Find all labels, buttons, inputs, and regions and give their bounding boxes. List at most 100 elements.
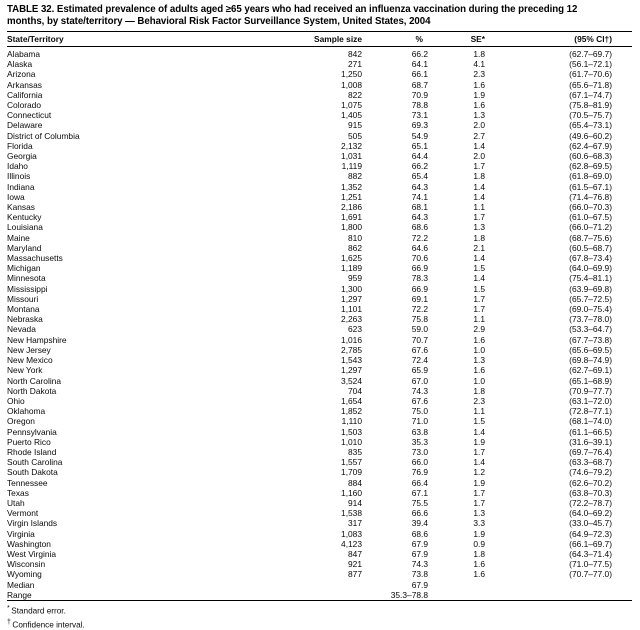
cell-se: 1.9 [473, 477, 485, 488]
cell-percent: 64.1 [411, 59, 428, 70]
cell-se: 1.4 [473, 253, 485, 264]
cell-se: 2.3 [473, 395, 485, 406]
cell-state-territory: Range [7, 589, 32, 600]
cell-state-territory: Arizona [7, 69, 36, 80]
cell-se: 1.7 [473, 293, 485, 304]
table-row: Vermont 1,538 66.6 1.3 (64.0–69.2) [7, 508, 632, 518]
table-row: Ohio 1,654 67.6 2.3 (63.1–72.0) [7, 396, 632, 406]
cell-sample-size [300, 590, 362, 601]
cell-se: 1.4 [473, 426, 485, 437]
cell-state-territory: Alabama [7, 49, 41, 59]
table-row: Median 67.9 [7, 580, 632, 590]
cell-sample-size: 842 [348, 49, 362, 59]
cell-se: 1.7 [473, 161, 485, 172]
cell-se [428, 580, 485, 590]
cell-se: 1.4 [473, 191, 485, 202]
cell-ci: (69.8–74.9) [569, 355, 612, 366]
cell-ci: (61.8–69.0) [569, 171, 612, 182]
cell-percent: 72.2 [411, 232, 428, 243]
cell-state-territory: Rhode Island [7, 446, 57, 457]
table-row: Idaho 1,119 66.2 1.7 (62.8–69.5) [7, 161, 632, 171]
cell-sample-size: 2,132 [341, 140, 362, 151]
cell-sample-size: 317 [348, 518, 362, 529]
table-row: Nevada 623 59.0 2.9 (53.3–64.7) [7, 324, 632, 334]
col-header-sample-size: Sample size [314, 34, 362, 44]
cell-percent: 68.6 [411, 222, 428, 233]
cell-sample-size: 1,251 [341, 191, 362, 202]
cell-state-territory: Wisconsin [7, 559, 46, 570]
cell-state-territory: Oregon [7, 416, 35, 427]
cell-ci: (66.1–69.7) [569, 538, 612, 549]
cell-state-territory: Utah [7, 497, 25, 508]
cell-sample-size: 1,031 [341, 151, 362, 162]
cell-ci: (64.0–69.9) [569, 263, 612, 274]
table-row: Michigan 1,189 66.9 1.5 (64.0–69.9) [7, 263, 632, 273]
table-row: New York 1,297 65.9 1.6 (62.7–69.1) [7, 365, 632, 375]
cell-percent: 68.1 [411, 202, 428, 213]
cell-sample-size: 271 [348, 59, 362, 70]
cell-ci [485, 580, 632, 590]
cell-se: 1.8 [473, 171, 485, 182]
table-row: Oregon 1,110 71.0 1.5 (68.1–74.0) [7, 416, 632, 426]
table-row: Arizona 1,250 66.1 2.3 (61.7–70.6) [7, 69, 632, 79]
cell-state-territory: Florida [7, 140, 33, 151]
cell-state-territory: District of Columbia [7, 130, 80, 141]
cell-ci: (62.7–69.7) [569, 49, 612, 59]
cell-ci: (70.5–75.7) [569, 110, 612, 121]
table-row: Tennessee 884 66.4 1.9 (62.6–70.2) [7, 478, 632, 488]
cell-ci: (70.9–77.7) [569, 385, 612, 396]
table-row: Louisiana 1,800 68.6 1.3 (66.0–71.2) [7, 222, 632, 232]
asterisk-marker: * [7, 604, 10, 612]
cell-ci: (67.1–74.7) [569, 89, 612, 100]
cell-ci: (72.8–77.1) [569, 406, 612, 417]
col-header-ci: (95% CI†) [574, 34, 612, 44]
cell-sample-size: 810 [348, 232, 362, 243]
cell-ci: (68.1–74.0) [569, 416, 612, 427]
cell-sample-size: 2,186 [341, 202, 362, 213]
cell-state-territory: New York [7, 365, 43, 376]
cell-sample-size: 1,016 [341, 334, 362, 345]
table-row: Kansas 2,186 68.1 1.1 (66.0–70.3) [7, 202, 632, 212]
cell-ci: (53.3–64.7) [569, 324, 612, 335]
cell-sample-size: 1,538 [341, 508, 362, 519]
table-row: West Virginia 847 67.9 1.8 (64.3–71.4) [7, 549, 632, 559]
cell-ci: (33.0–45.7) [569, 518, 612, 529]
cell-ci: (63.1–72.0) [569, 395, 612, 406]
cell-sample-size: 835 [348, 446, 362, 457]
cell-sample-size: 1,297 [341, 293, 362, 304]
table-row: Pennsylvania 1,503 63.8 1.4 (61.1–66.5) [7, 427, 632, 437]
cell-se: 1.5 [473, 263, 485, 274]
cell-se: 1.1 [473, 406, 485, 417]
cell-se: 3.3 [473, 518, 485, 529]
cell-se: 1.9 [473, 528, 485, 539]
cell-sample-size: 704 [348, 385, 362, 396]
cell-state-territory: Oklahoma [7, 406, 46, 417]
cell-sample-size: 847 [348, 548, 362, 559]
cell-percent: 74.3 [411, 559, 428, 570]
cell-se: 2.1 [473, 242, 485, 253]
cell-percent: 67.9 [411, 538, 428, 549]
cell-se: 1.9 [473, 89, 485, 100]
cell-percent: 64.3 [411, 212, 428, 223]
table-row: Connecticut 1,405 73.1 1.3 (70.5–75.7) [7, 110, 632, 120]
cell-percent: 66.9 [411, 263, 428, 274]
table-row: Virginia 1,083 68.6 1.9 (64.9–72.3) [7, 529, 632, 539]
cell-state-territory: Delaware [7, 120, 43, 131]
cell-se: 2.3 [473, 69, 485, 80]
cell-se [428, 590, 485, 601]
cell-se: 1.0 [473, 344, 485, 355]
table-row: Mississippi 1,300 66.9 1.5 (63.9–69.8) [7, 284, 632, 294]
cell-state-territory: Nebraska [7, 314, 43, 325]
table-row: Alaska 271 64.1 4.1 (56.1–72.1) [7, 59, 632, 69]
cell-sample-size: 1,297 [341, 365, 362, 376]
cell-percent: 64.6 [411, 242, 428, 253]
cell-sample-size: 882 [348, 171, 362, 182]
table-row: Puerto Rico 1,010 35.3 1.9 (31.6–39.1) [7, 437, 632, 447]
cell-se: 1.1 [473, 314, 485, 325]
cell-percent: 68.7 [411, 79, 428, 90]
cell-se: 1.5 [473, 283, 485, 294]
cell-se: 1.8 [473, 385, 485, 396]
cell-state-territory: Michigan [7, 263, 41, 274]
cell-ci: (63.9–69.8) [569, 283, 612, 294]
